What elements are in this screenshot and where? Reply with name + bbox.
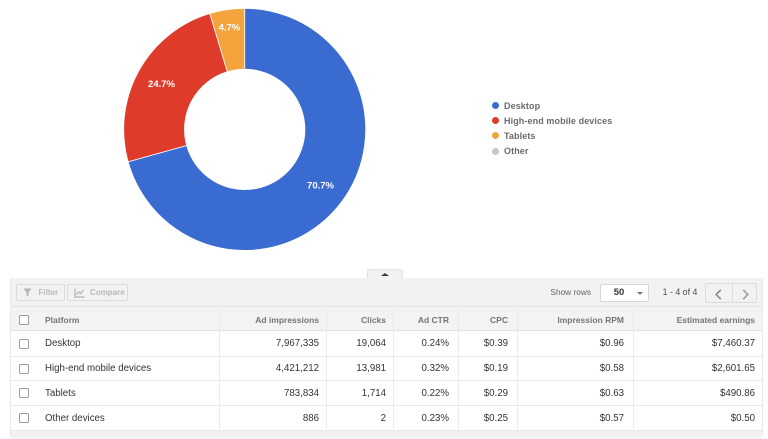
svg-text:24.7%: 24.7% <box>148 79 175 90</box>
svg-text:4.7%: 4.7% <box>219 22 241 33</box>
svg-text:70.7%: 70.7% <box>307 180 334 191</box>
